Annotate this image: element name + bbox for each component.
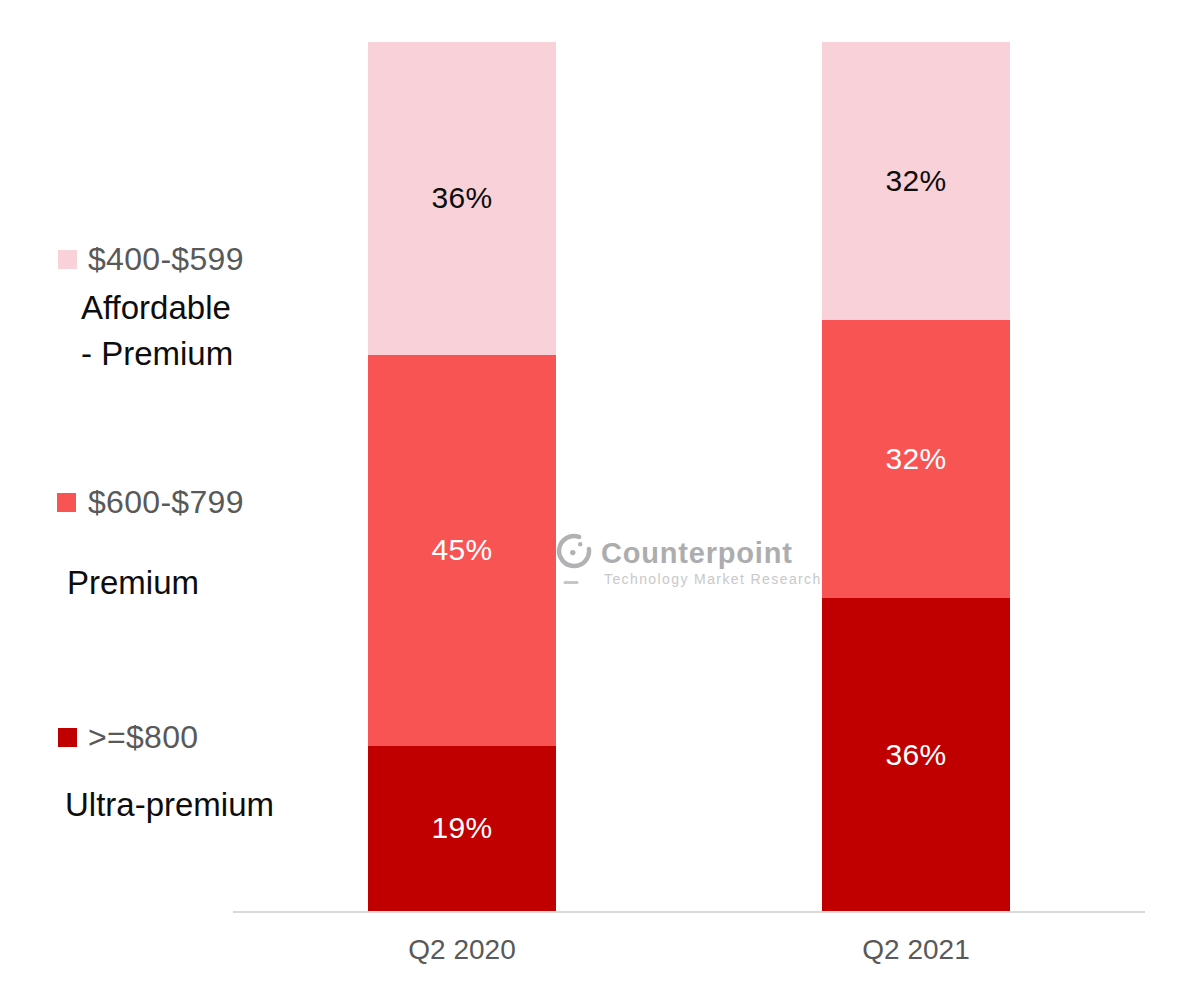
legend-category-line: Premium <box>67 560 199 606</box>
legend-swatch-ultra-premium <box>58 728 77 747</box>
bar-value-label: 36% <box>432 181 493 215</box>
bar-value-label: 32% <box>886 442 947 476</box>
bar-value-label: 45% <box>432 533 493 567</box>
counterpoint-watermark: Counterpoint Technology Market Research <box>556 532 822 590</box>
bar-segment: 45% <box>368 355 556 746</box>
legend-swatch-affordable-premium <box>58 250 77 269</box>
chart-canvas: $400-$599 Affordable - Premium $600-$799… <box>0 0 1200 986</box>
legend-category-line: - Premium <box>81 331 233 377</box>
stacked-bar-q2-2020: 36% 45% 19% <box>368 42 556 911</box>
bar-segment: 32% <box>822 320 1010 598</box>
bar-value-label: 36% <box>886 738 947 772</box>
bar-segment: 32% <box>822 42 1010 320</box>
bar-value-label: 19% <box>432 811 493 845</box>
watermark-brand: Counterpoint <box>601 538 822 568</box>
legend-category-line: Affordable <box>81 285 233 331</box>
watermark-text: Counterpoint Technology Market Research <box>601 538 822 587</box>
bar-segment: 36% <box>368 42 556 355</box>
watermark-tagline: Technology Market Research <box>604 571 822 587</box>
bar-value-label: 32% <box>886 164 947 198</box>
legend-price-range-ultra-premium: >=$800 <box>88 717 198 757</box>
legend-category-affordable-premium: Affordable - Premium <box>81 285 233 377</box>
bar-segment: 19% <box>368 746 556 911</box>
legend-price-range-premium: $600-$799 <box>88 482 244 522</box>
legend-category-ultra-premium: Ultra-premium <box>65 782 274 828</box>
legend-category-premium: Premium <box>67 560 199 606</box>
bar-segment: 36% <box>822 598 1010 911</box>
x-axis-label-q2-2021: Q2 2021 <box>862 933 969 967</box>
counterpoint-logo-icon <box>556 532 592 590</box>
stacked-bar-q2-2021: 32% 32% 36% <box>822 42 1010 911</box>
x-axis-line <box>233 911 1145 913</box>
x-axis-label-q2-2020: Q2 2020 <box>408 933 515 967</box>
legend-price-range-affordable-premium: $400-$599 <box>88 239 244 279</box>
legend-category-line: Ultra-premium <box>65 782 274 828</box>
legend-swatch-premium <box>57 493 76 512</box>
